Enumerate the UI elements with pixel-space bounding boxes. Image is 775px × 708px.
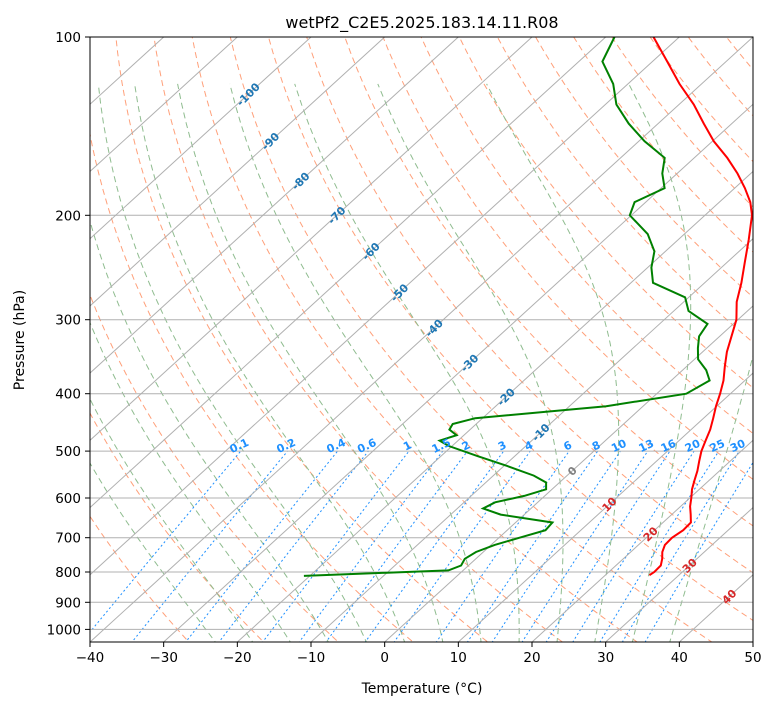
x-tick-label: 0 bbox=[380, 650, 389, 666]
isotherm-grid-line bbox=[236, 170, 753, 642]
y-axis-label: Pressure (hPa) bbox=[12, 290, 28, 390]
dry-adiabat-line bbox=[90, 131, 414, 642]
dry-adiabat-line bbox=[458, 37, 753, 389]
dry-adiabat-line bbox=[90, 515, 190, 642]
moist-adiabat-line bbox=[486, 83, 620, 642]
moist-adiabat-line bbox=[97, 83, 367, 642]
mixing-ratio-line bbox=[644, 461, 753, 642]
isotherm-grid-line bbox=[383, 305, 753, 642]
mixing-ratio-label: 20 bbox=[683, 437, 703, 455]
y-tick-label: 400 bbox=[55, 387, 81, 403]
moist-adiabat-line bbox=[377, 83, 564, 642]
x-tick-label: −20 bbox=[223, 650, 252, 666]
y-tick-label: 700 bbox=[55, 531, 81, 547]
mixing-ratio-label: 16 bbox=[659, 437, 679, 455]
isotherm-grid-line bbox=[457, 372, 753, 642]
axes: −40 −30 −20 −10 0 10 20 30 40 50 100 200 300 400 500 60… bbox=[47, 30, 762, 666]
x-tick-label: −40 bbox=[76, 650, 105, 666]
mixing-ratio-line bbox=[90, 450, 242, 633]
mixing-ratio-label: 25 bbox=[708, 437, 727, 455]
mixing-ratio-line bbox=[364, 450, 505, 642]
mixing-ratio-line bbox=[298, 450, 444, 642]
dry-adiabat-line bbox=[153, 37, 564, 642]
moist-adiabat-line bbox=[294, 83, 520, 642]
dry-adiabat-line bbox=[496, 37, 753, 344]
moist-adiabat-line bbox=[134, 83, 406, 642]
moist-adiabat-line bbox=[229, 83, 482, 642]
x-axis-label: Temperature (°C) bbox=[361, 681, 483, 697]
isotherm-grid-line bbox=[90, 37, 533, 442]
plot-area: 0.1 0.2 0.4 0.6 1 1.5 2 3 4 6 8 10 13 16 20 25 30-100-90… bbox=[90, 37, 753, 642]
isotherm-grid-line bbox=[310, 238, 753, 642]
mixing-ratio-line bbox=[599, 450, 720, 642]
mixing-ratio-line bbox=[325, 450, 468, 642]
mixing-ratio-line bbox=[621, 450, 740, 642]
background-lines bbox=[90, 37, 753, 642]
x-tick-label: 40 bbox=[671, 650, 688, 666]
dry-adiabat-line bbox=[90, 293, 340, 642]
isotherm-grid-line bbox=[90, 37, 386, 307]
mixing-ratio-line bbox=[131, 450, 288, 642]
profile-lines bbox=[303, 37, 753, 577]
x-tick-label: 10 bbox=[450, 650, 467, 666]
mixing-ratio-label: 30 bbox=[728, 437, 748, 455]
y-tick-label: 600 bbox=[55, 491, 81, 507]
grid-lines bbox=[90, 37, 753, 642]
plot-frame bbox=[89, 36, 754, 643]
moist-adiabat-line bbox=[90, 397, 254, 642]
dewpoint-profile-line bbox=[303, 37, 711, 577]
dry-adiabat-line bbox=[191, 37, 638, 642]
isotherm-grid-line bbox=[90, 37, 312, 240]
moist-adiabat-line bbox=[628, 83, 692, 642]
x-tick-label: −30 bbox=[149, 650, 178, 666]
moist-adiabat-line bbox=[90, 218, 329, 642]
dry-adiabat-line bbox=[115, 37, 489, 642]
isotherm-grid-line bbox=[90, 37, 753, 642]
isotherm-grid-line bbox=[604, 506, 753, 642]
isotherm-grid-line bbox=[90, 37, 607, 509]
y-tick-label: 800 bbox=[55, 565, 81, 581]
mixing-ratio-line bbox=[262, 450, 410, 642]
y-tick-label: 1000 bbox=[47, 622, 81, 638]
y-tick-label: 500 bbox=[55, 444, 81, 460]
isotherm-grid-line bbox=[90, 37, 680, 576]
dry-adiabat-line bbox=[649, 37, 753, 163]
temperature-profile-line bbox=[648, 37, 753, 577]
isotherm-grid-line bbox=[531, 439, 753, 642]
mixing-ratio-line bbox=[491, 450, 621, 642]
dry-adiabat-line bbox=[344, 37, 753, 527]
mixing-ratio-label: 10 bbox=[609, 437, 629, 455]
moist-adiabat-line bbox=[90, 462, 216, 642]
isotherm-grid-line bbox=[90, 37, 238, 173]
dry-adiabat-line bbox=[420, 37, 753, 435]
y-tick-label: 200 bbox=[55, 208, 81, 224]
chart-title: wetPf2_C2E5.2025.183.14.11.R08 bbox=[285, 13, 558, 33]
x-tick-label: 30 bbox=[597, 650, 614, 666]
mixing-ratio-line bbox=[393, 450, 531, 642]
dry-adiabat-line bbox=[535, 37, 753, 298]
mixing-ratio-line bbox=[572, 450, 695, 642]
y-tick-label: 100 bbox=[55, 30, 81, 46]
x-tick-label: 50 bbox=[744, 650, 761, 666]
y-tick-label: 300 bbox=[55, 313, 81, 329]
x-tick-label: −10 bbox=[297, 650, 326, 666]
mixing-ratio-line bbox=[435, 450, 570, 642]
moist-adiabat-line bbox=[177, 83, 444, 642]
x-tick-label: 20 bbox=[523, 650, 540, 666]
mixing-ratio-label: 13 bbox=[637, 437, 656, 455]
isotherm-grid-line bbox=[90, 37, 459, 374]
y-tick-label: 900 bbox=[55, 595, 81, 611]
moist-adiabat-line bbox=[669, 353, 753, 642]
